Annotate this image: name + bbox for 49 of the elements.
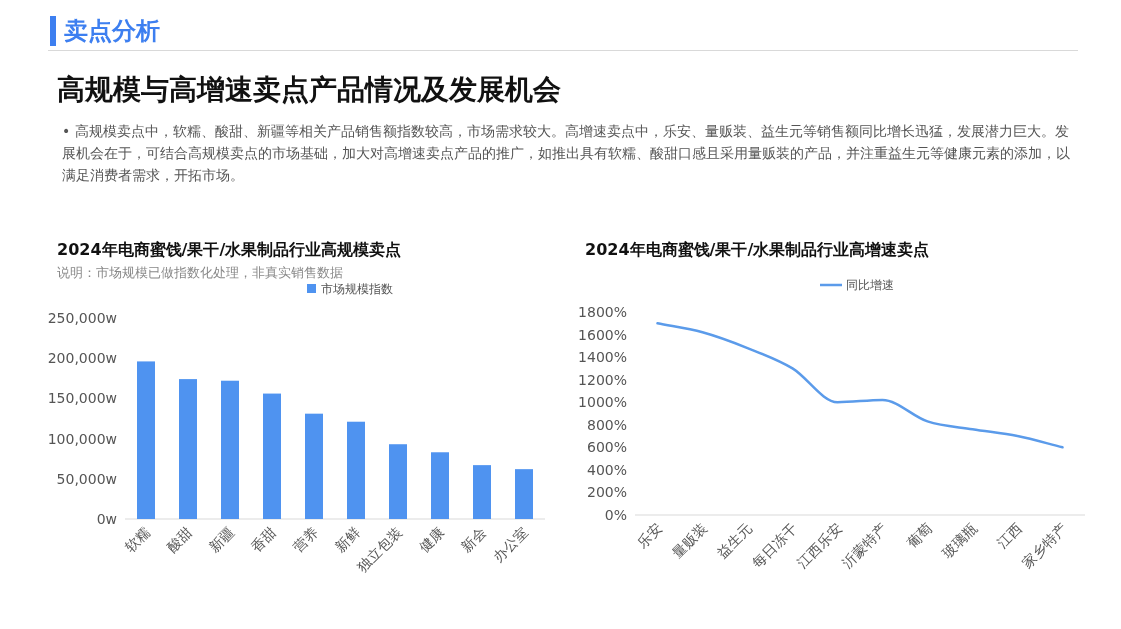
x-tick-label: 酸甜 bbox=[164, 523, 196, 555]
y-tick-label: 1200% bbox=[578, 371, 627, 388]
y-tick-label: 1000% bbox=[578, 394, 627, 411]
y-tick-label: 1400% bbox=[578, 349, 627, 366]
x-tick-label: 江西 bbox=[993, 519, 1025, 551]
y-tick-label: 150,000w bbox=[47, 390, 117, 407]
y-tick-label: 0% bbox=[604, 507, 627, 523]
bar bbox=[515, 469, 533, 519]
y-tick-label: 400% bbox=[586, 461, 627, 478]
x-tick-label: 新疆 bbox=[206, 523, 238, 555]
bar bbox=[137, 361, 155, 519]
x-tick-label: 玻璃瓶 bbox=[938, 519, 980, 561]
bar bbox=[305, 413, 323, 519]
y-tick-label: 1600% bbox=[578, 326, 627, 343]
x-tick-label: 营养 bbox=[290, 523, 322, 555]
text: • 高规模卖点中，软糯、酸甜、新疆等相关产品销售额指数较高，市场需求较大。高增速卖点中，乐安、量贩装、益生元等销售额同比增长迅猛，发展潜力巨大。发展机会在于，可结合高规模卖点的市场基础，加大对高增速卖点产品的推广，如推出具有软糯、酸甜口感且采用量贩装的产品，并注重益生元等健康元素的添加，以满足消费者需求，开拓市场。 bbox=[62, 122, 1071, 185]
x-tick-label: 葡萄 bbox=[903, 519, 935, 551]
chart-subtitle: 说明：市场规模已做指数化处理，非真实销售数据 bbox=[57, 265, 343, 280]
y-tick-label: 50,000w bbox=[56, 470, 117, 487]
text: 卖点分析 bbox=[50, 16, 160, 46]
x-tick-label: 健康 bbox=[416, 523, 448, 555]
bar bbox=[431, 452, 449, 519]
y-tick-label: 250,000w bbox=[47, 310, 117, 326]
y-tick-label: 100,000w bbox=[47, 430, 117, 447]
y-tick-label: 200% bbox=[586, 484, 627, 501]
y-tick-label: 800% bbox=[586, 416, 627, 433]
bar bbox=[221, 380, 239, 519]
chart-title: 2024年电商蜜饯/果干/水果制品行业高增速卖点 bbox=[585, 240, 930, 259]
bar bbox=[389, 444, 407, 519]
legend-label: 市场规模指数 bbox=[321, 282, 393, 296]
legend-label: 同比增速 bbox=[846, 278, 894, 292]
x-tick-label: 软糯 bbox=[122, 523, 154, 555]
chart-title: 2024年电商蜜饯/果干/水果制品行业高规模卖点 bbox=[57, 240, 402, 259]
x-tick-label: 香甜 bbox=[248, 523, 280, 555]
bar bbox=[179, 379, 197, 519]
text: 高规模与高增速卖点产品情况及发展机会 bbox=[57, 72, 561, 108]
bar bbox=[347, 421, 365, 519]
x-tick-label: 乐安 bbox=[633, 519, 665, 551]
y-tick-label: 200,000w bbox=[47, 350, 117, 367]
x-tick-label: 新会 bbox=[458, 523, 490, 555]
bar bbox=[263, 393, 281, 519]
y-tick-label: 1800% bbox=[578, 304, 627, 320]
x-tick-label: 办公室 bbox=[490, 523, 532, 565]
y-tick-label: 0w bbox=[96, 511, 117, 527]
x-tick-label: 新鲜 bbox=[332, 523, 364, 555]
x-tick-label: 量贩装 bbox=[668, 519, 710, 561]
y-tick-label: 600% bbox=[586, 439, 627, 456]
line-series bbox=[656, 322, 1064, 449]
bar bbox=[473, 465, 491, 519]
